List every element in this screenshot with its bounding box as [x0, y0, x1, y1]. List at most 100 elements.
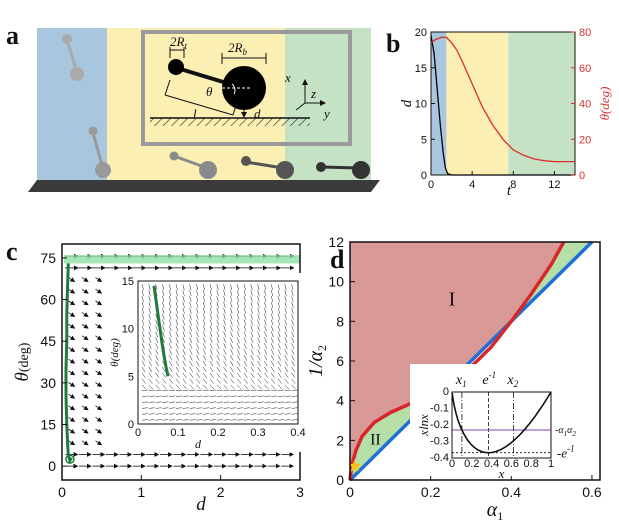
inset-field-arrow [189, 355, 193, 361]
inset-field-arrow [189, 366, 193, 373]
inset-field-arrow [202, 343, 206, 349]
inset-field-arrow [277, 355, 281, 361]
inset-x-axis-label: d [195, 437, 202, 451]
inset-field-arrow [141, 401, 148, 403]
inset-field-arrow [277, 395, 284, 397]
inset-field-arrow [277, 313, 281, 320]
inset-field-arrow [236, 313, 240, 320]
inset-field-arrow [141, 325, 145, 332]
y-axis-label-left: d [399, 99, 415, 107]
inset-field-arrow [209, 325, 213, 332]
inset-field-arrow [202, 349, 207, 355]
region-label-I: I [449, 288, 456, 310]
inset-field-arrow [189, 407, 196, 409]
field-arrow [81, 358, 89, 364]
inset-field-arrow [270, 290, 273, 297]
field-arrow [95, 440, 103, 446]
inset-field-arrow [148, 366, 153, 373]
inset-field-arrow [196, 372, 201, 378]
y-tick-label: 15 [40, 416, 56, 432]
inset-field-arrow [250, 319, 253, 326]
y-tick-label-right: 60 [579, 63, 591, 75]
x-tick-label: 1 [137, 484, 145, 500]
inset-field-arrow [236, 284, 239, 291]
inset-field-arrow [162, 372, 167, 378]
inset-field-arrow [168, 331, 172, 338]
inset-field-arrow [230, 307, 233, 314]
inset-y-tick-label: 10 [122, 324, 134, 336]
inset-field-arrow [223, 343, 227, 349]
inset-field-arrow [175, 313, 179, 320]
inset-field-arrow [189, 384, 194, 390]
inset-field-arrow [270, 307, 274, 314]
inset-curve [451, 391, 552, 454]
inset-x-tick-label: 0.4 [484, 458, 499, 470]
inset-field-arrow [237, 395, 244, 397]
y-tick-label: 0 [48, 458, 56, 474]
inset-field-arrow [291, 337, 295, 344]
inset-field-arrow [155, 331, 158, 338]
inset-field-arrow [270, 295, 274, 302]
region-I [350, 242, 564, 480]
inset-field-arrow [148, 349, 152, 355]
field-arrow [95, 382, 103, 387]
inset-x-tick-label: 0.6 [504, 458, 519, 470]
inset-field-arrow [270, 355, 275, 361]
inset-field-arrow [277, 343, 281, 349]
inset-field-arrow [196, 378, 201, 384]
inset-field-arrow [243, 378, 248, 384]
inset-field-arrow [223, 331, 226, 338]
inset-field-arrow [175, 319, 179, 326]
inset-field-arrow [264, 284, 267, 291]
inset-field-arrow [196, 337, 199, 344]
inset-field-arrow [148, 301, 151, 308]
inset-field-arrow [216, 284, 219, 291]
field-arrow [68, 405, 76, 411]
x-tick-label: 3 [296, 484, 304, 500]
inset-field-arrow [162, 401, 169, 403]
inset-field-arrow [291, 360, 295, 367]
inset-field-arrow [264, 401, 271, 403]
x-tick-label: 4 [469, 179, 475, 191]
inset-field-arrow [209, 307, 213, 314]
inset-field-arrow [196, 419, 203, 421]
inset-field-arrow [141, 319, 145, 326]
inset-field-arrow [284, 313, 287, 320]
inset-field-arrow [230, 337, 233, 344]
inset-y-tick-label: -0.4 [430, 452, 449, 464]
inset-field-arrow [230, 419, 237, 421]
inset-field-arrow [168, 307, 172, 314]
inset-field-arrow [264, 372, 269, 378]
inset-field-arrow [277, 384, 283, 390]
inset-field-arrow [168, 349, 173, 355]
inset-field-arrow [236, 366, 241, 373]
inset-y-tick-label: 15 [122, 276, 134, 288]
inset-field-arrow [284, 419, 291, 421]
inset-field-arrow [250, 349, 254, 355]
inset-field-arrow [168, 301, 172, 308]
inset-field-arrow [189, 343, 193, 349]
inset-field-arrow [182, 401, 189, 403]
inset-field-arrow [284, 343, 288, 349]
inset-field-arrow [155, 384, 160, 390]
inset-field-arrow [291, 413, 298, 415]
inset-field-arrow [257, 349, 261, 355]
inset-field-arrow [182, 389, 189, 391]
x-axis-label: α1 [487, 499, 504, 523]
inset-field-arrow [223, 401, 230, 403]
inset-field-arrow [162, 307, 165, 314]
inset-x-tick-label: 0.3 [250, 427, 265, 439]
inset-field-arrow [148, 378, 153, 384]
inset-field-arrow [257, 401, 264, 403]
inset-vector-field [141, 284, 298, 421]
field-arrow [95, 335, 103, 341]
inset-field-arrow [230, 355, 234, 361]
inset-field-arrow [182, 349, 186, 355]
inset-field-arrow [141, 407, 148, 409]
y-tick-label-left: 10 [415, 99, 427, 111]
inset-field-arrow [162, 284, 165, 291]
inset-field-arrow [270, 349, 275, 355]
field-arrow [68, 370, 76, 376]
inset-field-arrow [291, 395, 298, 397]
